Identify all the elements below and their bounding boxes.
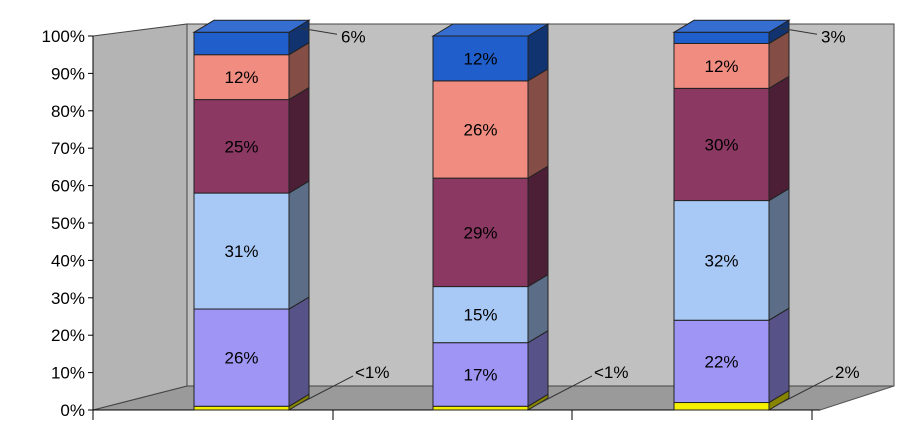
y-tick-label-10: 100% bbox=[42, 27, 85, 46]
y-tick-label-5: 50% bbox=[51, 214, 85, 233]
bar-segment-0-0 bbox=[193, 405, 290, 411]
data-label-2-0: 2% bbox=[835, 363, 860, 382]
bar-stack-2 bbox=[672, 19, 791, 411]
bar-segment-side-0-2 bbox=[288, 180, 310, 310]
bar-stack-1 bbox=[431, 23, 550, 411]
bar-segment-0-4 bbox=[193, 54, 290, 101]
bar-segment-2-3 bbox=[673, 87, 770, 202]
bar-segment-2-5 bbox=[673, 31, 770, 44]
leader-line-2-5 bbox=[780, 27, 818, 35]
data-label-1-2: 15% bbox=[463, 306, 497, 325]
bar-segment-1-0 bbox=[432, 405, 529, 411]
bar-segment-0-1 bbox=[193, 308, 290, 407]
bar-segment-0-3 bbox=[193, 99, 290, 194]
bar-segment-side-1-4 bbox=[527, 67, 549, 180]
bar-top-0 bbox=[192, 19, 311, 33]
data-label-2-5: 3% bbox=[821, 27, 846, 46]
y-axis-ticks: 0% 10% 20% 30% 40% 50% 60% 70% 80% 90% 100% bbox=[42, 27, 94, 420]
data-label-0-3: 25% bbox=[224, 137, 258, 156]
leader-line-2-0 bbox=[778, 375, 834, 405]
bar-segment-2-2 bbox=[673, 200, 770, 321]
data-label-2-3: 30% bbox=[704, 135, 738, 154]
data-label-2-2: 32% bbox=[704, 251, 738, 270]
bar-segment-side-0-1 bbox=[288, 296, 310, 408]
y-tick-label-0: 0% bbox=[60, 401, 85, 420]
bar-segment-side-0-3 bbox=[288, 86, 310, 194]
bar-segment-1-5 bbox=[432, 35, 529, 82]
leader-line-0-0 bbox=[298, 375, 354, 405]
bar-segment-side-1-1 bbox=[527, 329, 549, 408]
bar-segment-0-2 bbox=[193, 192, 290, 310]
bar-top-2 bbox=[672, 19, 791, 33]
bar-segment-side-2-1 bbox=[768, 307, 790, 404]
bar-segment-0-5 bbox=[193, 31, 290, 56]
bar-stacks bbox=[192, 19, 791, 411]
data-label-0-5: 6% bbox=[341, 27, 366, 46]
data-label-2-1: 22% bbox=[704, 352, 738, 371]
y-tick-label-4: 40% bbox=[51, 251, 85, 270]
data-labels: <1% 26% 31% 25% 12% 6% <1% 17% 15% 29% 26% 12% 2% 22%… bbox=[224, 27, 860, 405]
bar-segment-side-1-3 bbox=[527, 165, 549, 288]
y-tick-label-2: 20% bbox=[51, 326, 85, 345]
y-tick-label-3: 30% bbox=[51, 289, 85, 308]
y-tick-label-9: 90% bbox=[51, 64, 85, 83]
data-label-1-3: 29% bbox=[463, 223, 497, 242]
data-label-2-4: 12% bbox=[704, 57, 738, 76]
data-label-1-5: 12% bbox=[463, 49, 497, 68]
data-label-1-1: 17% bbox=[463, 365, 497, 384]
y-tick-label-6: 60% bbox=[51, 177, 85, 196]
y-tick-label-1: 10% bbox=[51, 364, 85, 383]
bar-segment-2-4 bbox=[673, 42, 770, 89]
data-label-1-4: 26% bbox=[463, 121, 497, 140]
leader-line-0-5 bbox=[300, 27, 338, 35]
data-label-1-0: <1% bbox=[594, 363, 629, 382]
leader-line-1-0 bbox=[537, 375, 593, 405]
y-tick-label-8: 80% bbox=[51, 102, 85, 121]
y-tick-label-7: 70% bbox=[51, 139, 85, 158]
bar-segment-1-4 bbox=[432, 80, 529, 179]
data-label-0-0: <1% bbox=[355, 363, 390, 382]
data-label-0-2: 31% bbox=[224, 242, 258, 261]
side-wall bbox=[92, 23, 188, 411]
bar-segment-2-0 bbox=[673, 402, 770, 411]
data-label-0-4: 12% bbox=[224, 68, 258, 87]
bar-segment-side-2-2 bbox=[768, 187, 790, 322]
data-label-0-1: 26% bbox=[224, 349, 258, 368]
bar-segment-side-2-3 bbox=[768, 75, 790, 202]
bar-segment-1-3 bbox=[432, 177, 529, 288]
bar-top-1 bbox=[431, 23, 550, 37]
